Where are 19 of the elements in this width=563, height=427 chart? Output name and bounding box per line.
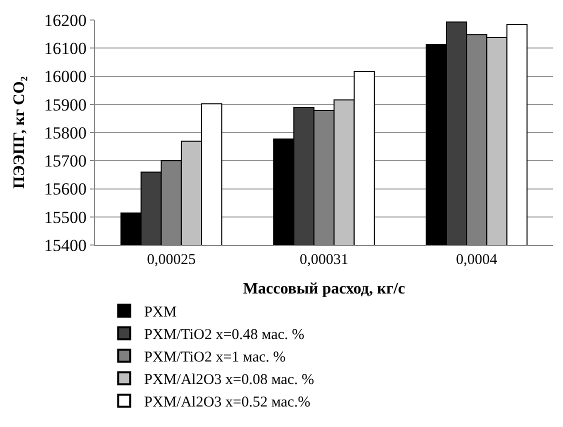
y-axis-title: ПЭЭПГ, кг CO₂ bbox=[11, 76, 28, 189]
y-tick-label: 15900 bbox=[44, 95, 87, 114]
x-tick-label: 0,00025 bbox=[146, 252, 196, 268]
legend-label: PXM bbox=[144, 304, 177, 321]
legend-label: PXM/Al2O3 x=0.08 мас. % bbox=[144, 372, 314, 388]
legend-label: PXM/Al2O3 x=0.52 мас.% bbox=[144, 394, 310, 411]
x-axis-title: Массовый расход, кг/с bbox=[242, 280, 406, 298]
x-tick-label: 0,00031 bbox=[300, 252, 348, 268]
y-tick-label: 15400 bbox=[44, 236, 87, 255]
legend-label: PXM/TiO2 x=0.48 мас. % bbox=[144, 327, 304, 344]
y-tick-label: 15800 bbox=[44, 123, 87, 142]
legend-label: PXM/TiO2 x=1 мас. % bbox=[144, 350, 286, 366]
y-tick-label: 16100 bbox=[44, 39, 87, 58]
y-tick-label: 16200 bbox=[44, 10, 87, 30]
y-tick-label: 16000 bbox=[44, 67, 87, 86]
y-tick-label: 15500 bbox=[44, 208, 87, 227]
x-tick-label: 0,0004 bbox=[456, 252, 498, 268]
y-tick-label: 15600 bbox=[44, 180, 87, 199]
y-tick-label: 15700 bbox=[44, 152, 87, 171]
